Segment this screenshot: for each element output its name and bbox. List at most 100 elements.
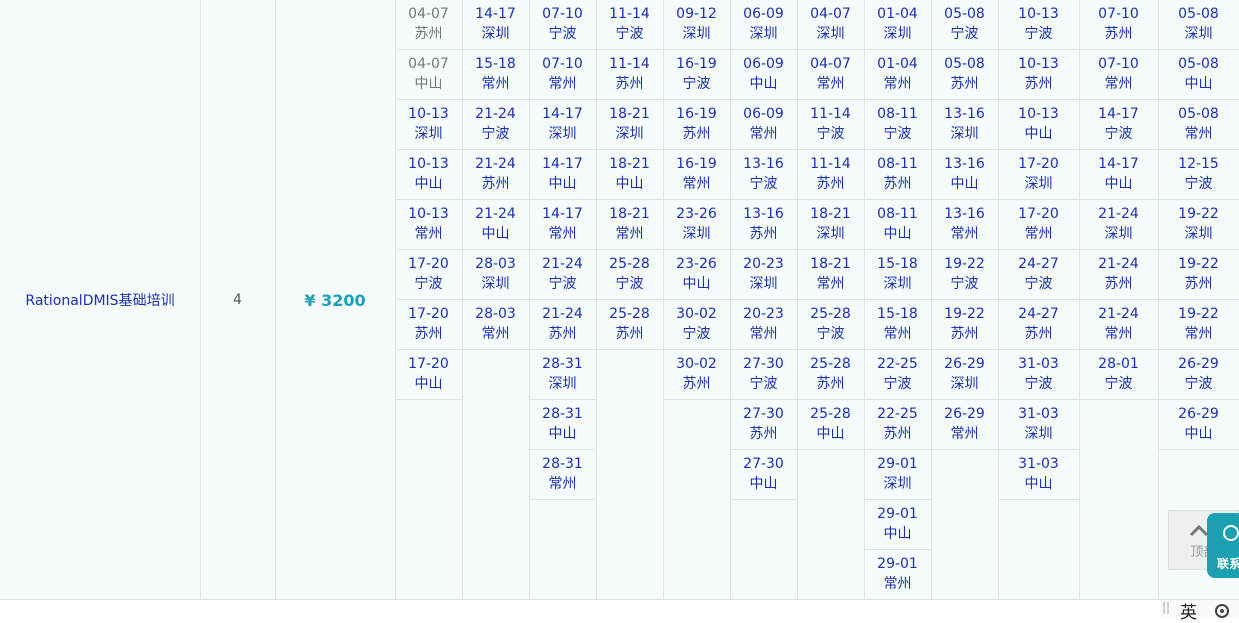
session-cell[interactable]: 31-03 宁波: [998, 350, 1079, 400]
session-cell[interactable]: 17-20 苏州: [395, 300, 462, 350]
session-cell[interactable]: 14-17 深圳: [462, 0, 529, 50]
session-cell[interactable]: 05-08 深圳: [1158, 0, 1239, 50]
session-cell[interactable]: 09-12 深圳: [663, 0, 730, 50]
session-cell[interactable]: 29-01 中山: [864, 500, 931, 550]
session-cell[interactable]: 31-03 中山: [998, 450, 1079, 500]
session-cell[interactable]: 28-03 常州: [462, 300, 529, 350]
session-cell[interactable]: 19-22 宁波: [931, 250, 998, 300]
session-cell[interactable]: 05-08 中山: [1158, 50, 1239, 100]
session-cell[interactable]: 16-19 苏州: [663, 100, 730, 150]
session-cell[interactable]: 18-21 常州: [596, 200, 663, 250]
session-cell[interactable]: 20-23 常州: [730, 300, 797, 350]
session-cell[interactable]: 26-29 宁波: [1158, 350, 1239, 400]
session-cell[interactable]: 30-02 苏州: [663, 350, 730, 400]
session-cell[interactable]: 28-31 中山: [529, 400, 596, 450]
session-cell[interactable]: 25-28 中山: [797, 400, 864, 450]
session-cell[interactable]: 23-26 深圳: [663, 200, 730, 250]
session-cell[interactable]: 07-10 常州: [1079, 50, 1158, 100]
session-cell[interactable]: 10-13 中山: [998, 100, 1079, 150]
session-cell[interactable]: 29-01 深圳: [864, 450, 931, 500]
session-cell[interactable]: 06-09 深圳: [730, 0, 797, 50]
session-cell[interactable]: 18-21 常州: [797, 250, 864, 300]
session-cell[interactable]: 21-24 常州: [1079, 300, 1158, 350]
session-cell[interactable]: 13-16 宁波: [730, 150, 797, 200]
session-cell[interactable]: 29-01 常州: [864, 550, 931, 600]
settings-icon[interactable]: [1213, 602, 1231, 620]
session-cell[interactable]: 06-09 常州: [730, 100, 797, 150]
session-cell[interactable]: 28-03 深圳: [462, 250, 529, 300]
session-cell[interactable]: 25-28 宁波: [797, 300, 864, 350]
session-cell[interactable]: 11-14 宁波: [797, 100, 864, 150]
contact-button[interactable]: 联系: [1207, 513, 1239, 578]
session-cell[interactable]: 28-31 深圳: [529, 350, 596, 400]
session-cell[interactable]: 04-07 中山: [395, 50, 462, 100]
session-cell[interactable]: 08-11 中山: [864, 200, 931, 250]
session-cell[interactable]: 18-21 中山: [596, 150, 663, 200]
session-cell[interactable]: 19-22 苏州: [1158, 250, 1239, 300]
session-cell[interactable]: 17-20 常州: [998, 200, 1079, 250]
session-cell[interactable]: 21-24 中山: [462, 200, 529, 250]
session-cell[interactable]: 21-24 宁波: [529, 250, 596, 300]
session-cell[interactable]: 05-08 宁波: [931, 0, 998, 50]
session-cell[interactable]: 30-02 宁波: [663, 300, 730, 350]
session-cell[interactable]: 15-18 常州: [864, 300, 931, 350]
session-cell[interactable]: 10-13 深圳: [395, 100, 462, 150]
session-cell[interactable]: 11-14 宁波: [596, 0, 663, 50]
session-cell[interactable]: 10-13 宁波: [998, 0, 1079, 50]
session-cell[interactable]: 22-25 苏州: [864, 400, 931, 450]
lang-toggle[interactable]: 英: [1180, 603, 1197, 623]
session-cell[interactable]: 23-26 中山: [663, 250, 730, 300]
session-cell[interactable]: 05-08 常州: [1158, 100, 1239, 150]
session-cell[interactable]: 27-30 宁波: [730, 350, 797, 400]
session-cell[interactable]: 21-24 苏州: [462, 150, 529, 200]
session-cell[interactable]: 12-15 宁波: [1158, 150, 1239, 200]
session-cell[interactable]: 10-13 常州: [395, 200, 462, 250]
session-cell[interactable]: 27-30 苏州: [730, 400, 797, 450]
session-cell[interactable]: 13-16 苏州: [730, 200, 797, 250]
session-cell[interactable]: 26-29 中山: [1158, 400, 1239, 450]
session-cell[interactable]: 26-29 深圳: [931, 350, 998, 400]
session-cell[interactable]: 14-17 常州: [529, 200, 596, 250]
session-cell[interactable]: 16-19 常州: [663, 150, 730, 200]
session-cell[interactable]: 11-14 苏州: [797, 150, 864, 200]
session-cell[interactable]: 22-25 宁波: [864, 350, 931, 400]
session-cell[interactable]: 10-13 苏州: [998, 50, 1079, 100]
session-cell[interactable]: 13-16 中山: [931, 150, 998, 200]
session-cell[interactable]: 18-21 深圳: [797, 200, 864, 250]
session-cell[interactable]: 14-17 宁波: [1079, 100, 1158, 150]
session-cell[interactable]: 19-22 苏州: [931, 300, 998, 350]
session-cell[interactable]: 01-04 深圳: [864, 0, 931, 50]
course-name[interactable]: RationalDMIS基础培训: [25, 293, 175, 309]
session-cell[interactable]: 17-20 中山: [395, 350, 462, 400]
session-cell[interactable]: 08-11 苏州: [864, 150, 931, 200]
session-cell[interactable]: 19-22 常州: [1158, 300, 1239, 350]
session-cell[interactable]: 11-14 苏州: [596, 50, 663, 100]
session-cell[interactable]: 31-03 深圳: [998, 400, 1079, 450]
session-cell[interactable]: 28-01 宁波: [1079, 350, 1158, 400]
session-cell[interactable]: 25-28 宁波: [596, 250, 663, 300]
session-cell[interactable]: 04-07 苏州: [395, 0, 462, 50]
session-cell[interactable]: 04-07 常州: [797, 50, 864, 100]
session-cell[interactable]: 21-24 深圳: [1079, 200, 1158, 250]
session-cell[interactable]: 17-20 宁波: [395, 250, 462, 300]
session-cell[interactable]: 07-10 常州: [529, 50, 596, 100]
session-cell[interactable]: 14-17 中山: [1079, 150, 1158, 200]
session-cell[interactable]: 21-24 苏州: [1079, 250, 1158, 300]
session-cell[interactable]: 13-16 常州: [931, 200, 998, 250]
session-cell[interactable]: 16-19 宁波: [663, 50, 730, 100]
session-cell[interactable]: 07-10 宁波: [529, 0, 596, 50]
session-cell[interactable]: 25-28 苏州: [596, 300, 663, 350]
session-cell[interactable]: 07-10 苏州: [1079, 0, 1158, 50]
session-cell[interactable]: 25-28 苏州: [797, 350, 864, 400]
session-cell[interactable]: 05-08 苏州: [931, 50, 998, 100]
session-cell[interactable]: 14-17 深圳: [529, 100, 596, 150]
session-cell[interactable]: 10-13 中山: [395, 150, 462, 200]
session-cell[interactable]: 04-07 深圳: [797, 0, 864, 50]
session-cell[interactable]: 17-20 深圳: [998, 150, 1079, 200]
session-cell[interactable]: 06-09 中山: [730, 50, 797, 100]
session-cell[interactable]: 13-16 深圳: [931, 100, 998, 150]
session-cell[interactable]: 21-24 苏州: [529, 300, 596, 350]
session-cell[interactable]: 15-18 常州: [462, 50, 529, 100]
session-cell[interactable]: 20-23 深圳: [730, 250, 797, 300]
session-cell[interactable]: 24-27 宁波: [998, 250, 1079, 300]
